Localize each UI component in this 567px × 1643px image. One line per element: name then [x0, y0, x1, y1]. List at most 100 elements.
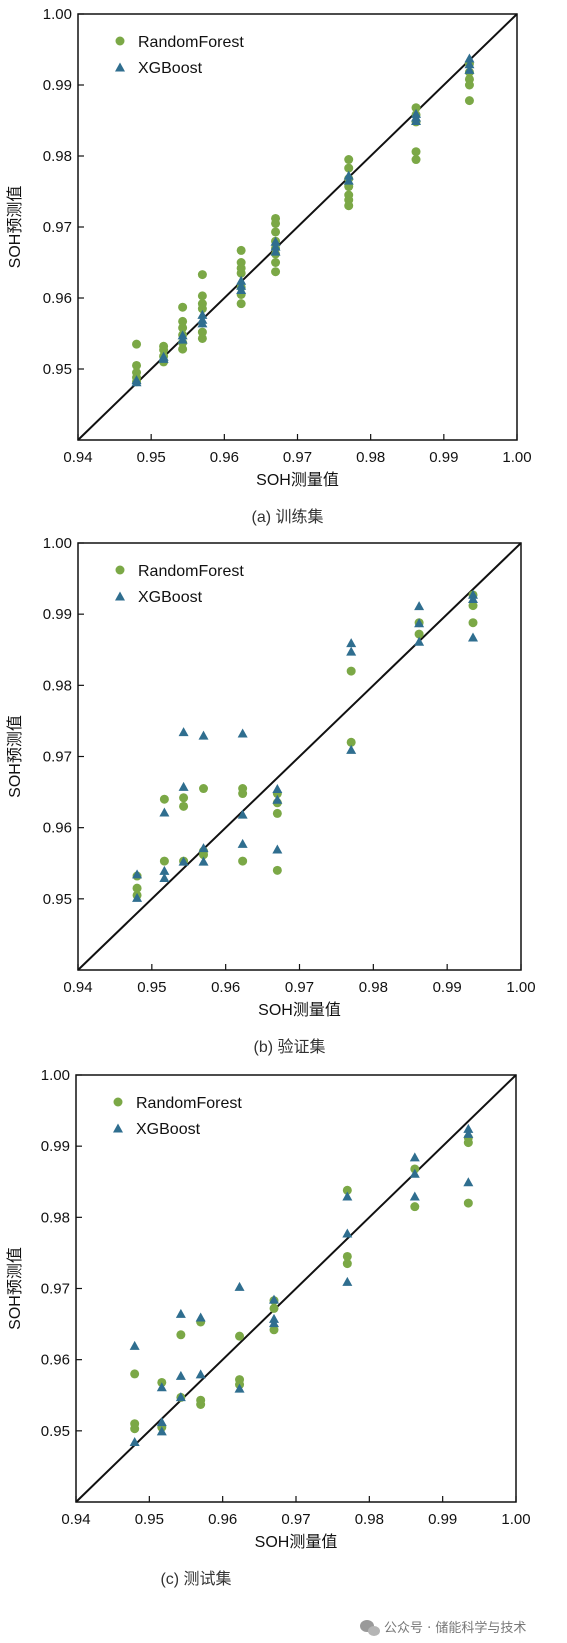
xgb-point [463, 1123, 474, 1133]
rf-point [178, 323, 188, 333]
rf-point [197, 333, 207, 343]
rf-point [236, 245, 246, 255]
rf-point [271, 218, 281, 228]
rf-point [342, 1251, 352, 1261]
y-tick-label: 1.00 [43, 535, 72, 552]
rf-point [344, 163, 354, 173]
rf-point [132, 883, 142, 893]
xgb-point [175, 1370, 186, 1380]
rf-point [179, 793, 189, 803]
rf-point [464, 96, 474, 106]
xgb-point [236, 284, 247, 294]
y-tick-label: 1.00 [43, 6, 72, 23]
rf-point [410, 1202, 420, 1212]
xgb-point [234, 1383, 245, 1393]
series-xgboost [131, 53, 475, 387]
xgb-point [269, 1318, 279, 1328]
chart-caption: (b) 验证集 [253, 1038, 325, 1056]
rf-point [463, 1138, 473, 1148]
y-tick-label: 0.97 [43, 219, 72, 236]
y-tick-label: 0.99 [43, 606, 72, 623]
x-tick-label: 0.97 [283, 449, 312, 466]
xgb-point [159, 807, 170, 817]
rf-point [468, 601, 478, 611]
rf-point [159, 794, 169, 804]
chart-2: 0.94 0.95 0.96 0.97 0.98 0.99 1.00 0.95 0.96 0.97… [6, 1067, 531, 1588]
x-axis-label: SOH测量值 [255, 1533, 338, 1551]
rf-point [235, 1331, 245, 1341]
x-tick-label: 0.98 [355, 1511, 384, 1528]
rf-point [178, 316, 188, 326]
xgb-point [132, 869, 143, 879]
xgb-point [409, 1191, 420, 1201]
rf-point [159, 345, 169, 355]
x-tick-label: 0.99 [428, 1511, 457, 1528]
xgb-point [270, 236, 281, 246]
xgb-point [178, 856, 189, 866]
x-tick-label: 0.97 [285, 979, 314, 996]
xgb-point [409, 1152, 420, 1162]
rf-point [178, 344, 188, 354]
xgb-point [177, 334, 188, 344]
legend-marker-xgboost [115, 62, 125, 72]
rf-point [236, 268, 246, 278]
legend-marker-randomforest [115, 565, 125, 575]
xgb-point [237, 809, 248, 819]
ideal-line [77, 542, 522, 971]
xgb-point [156, 1382, 167, 1392]
legend-label-randomforest: RandomForest [136, 1095, 242, 1112]
y-tick-label: 0.98 [43, 677, 72, 694]
y-axis-label: SOH预测值 [6, 1247, 24, 1330]
rf-point [197, 304, 207, 314]
x-tick-label: 0.98 [356, 449, 385, 466]
xgb-point [464, 59, 475, 69]
watermark: 公众号 · 储能科学与技术 [360, 1620, 526, 1636]
rf-point [197, 327, 207, 337]
rf-point [468, 618, 478, 628]
y-tick-label: 0.98 [41, 1209, 70, 1226]
rf-point [197, 291, 207, 301]
xgb-point [159, 872, 170, 882]
xgb-point [237, 728, 248, 738]
chart-1: 0.94 0.95 0.96 0.97 0.98 0.99 1.00 0.95 0.96 0.97… [6, 535, 536, 1056]
x-tick-label: 0.94 [63, 979, 92, 996]
x-tick-label: 0.95 [137, 979, 166, 996]
xgb-point [414, 618, 425, 628]
x-tick-label: 0.99 [429, 449, 458, 466]
rf-point [159, 856, 169, 866]
x-tick-label: 0.97 [281, 1511, 310, 1528]
xgb-point [269, 1294, 279, 1304]
legend: RandomForest XGBoost [115, 563, 244, 606]
xgb-point [463, 1177, 474, 1187]
rf-point [272, 865, 282, 875]
x-tick-label: 0.94 [61, 1511, 90, 1528]
y-tick-label: 0.99 [41, 1138, 70, 1155]
legend: RandomForest XGBoost [115, 34, 244, 77]
xgb-point [346, 646, 357, 656]
x-axis-label: SOH测量值 [258, 1001, 341, 1019]
x-tick-label: 0.95 [135, 1511, 164, 1528]
y-tick-label: 1.00 [41, 1067, 70, 1084]
xgb-point [198, 730, 209, 740]
xgb-point [414, 636, 425, 646]
xgb-point [346, 638, 357, 648]
xgb-point [342, 1191, 353, 1201]
x-tick-label: 1.00 [506, 979, 535, 996]
rf-point [414, 629, 424, 639]
legend-label-xgboost: XGBoost [138, 589, 203, 606]
legend-marker-randomforest [113, 1097, 123, 1107]
xgb-point [270, 241, 281, 251]
rf-point [238, 856, 248, 866]
series-randomforest [132, 590, 478, 900]
xgb-point [468, 594, 479, 604]
xgb-point [343, 170, 354, 180]
xgb-point [409, 1168, 420, 1178]
xgb-point [272, 794, 283, 804]
xgb-point [178, 727, 189, 737]
rf-point [271, 267, 281, 277]
rf-point [344, 201, 354, 211]
y-tick-label: 0.95 [41, 1423, 70, 1440]
rf-point [411, 103, 421, 113]
x-axis-label: SOH测量值 [256, 471, 339, 489]
x-tick-label: 0.99 [433, 979, 462, 996]
